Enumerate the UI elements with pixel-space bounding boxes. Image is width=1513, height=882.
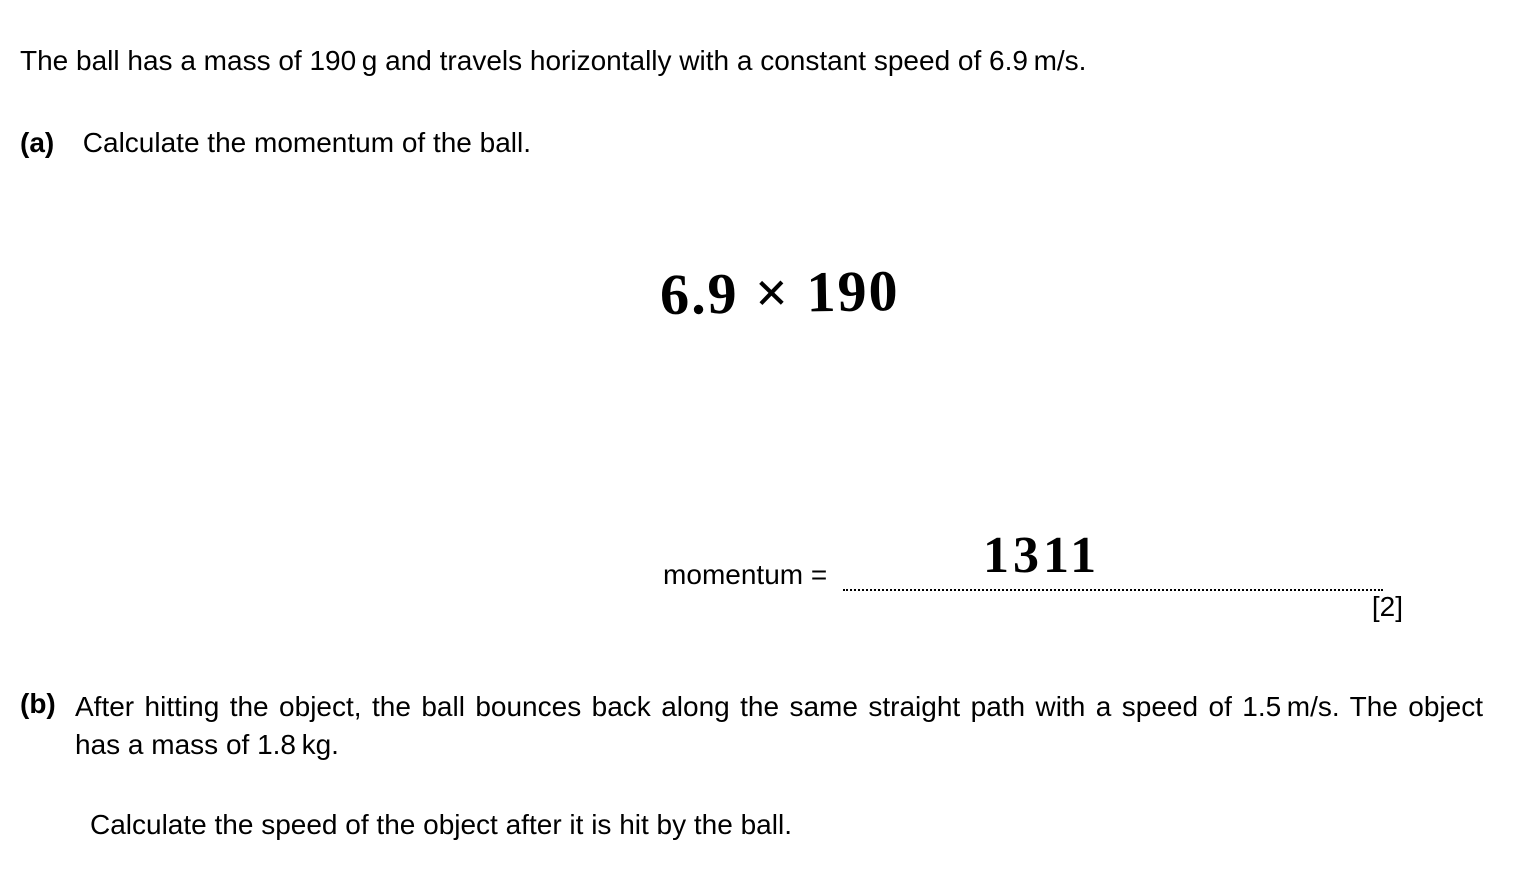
part-a-label: (a) [20,127,75,159]
part-b-label: (b) [20,688,75,764]
part-b-question: After hitting the object, the ball bounc… [75,688,1493,764]
work-area: 6.9 × 190 [20,189,1493,469]
momentum-label: momentum = [663,559,827,591]
marks-label: [2] [1372,591,1403,623]
answer-dotted-line: 1311 [843,561,1383,591]
handwritten-answer: 1311 [983,526,1100,585]
answer-line: momentum = 1311 [2] [20,559,1493,623]
part-b-instruction: Calculate the speed of the object after … [20,809,1493,841]
handwritten-working: 6.9 × 190 [659,257,900,328]
intro-text: The ball has a mass of 190 g and travels… [20,45,1493,77]
part-a: (a) Calculate the momentum of the ball. [20,127,1493,159]
part-a-question: Calculate the momentum of the ball. [83,127,531,158]
part-b: (b) After hitting the object, the ball b… [20,688,1493,764]
